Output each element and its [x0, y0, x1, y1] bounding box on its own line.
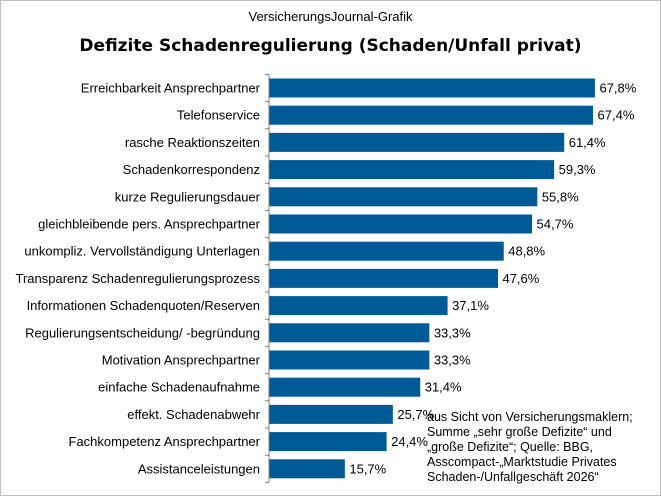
bar: [269, 404, 393, 424]
category-label: Transparenz Schadenregulierungsprozess: [16, 271, 261, 286]
category-label: effekt. Schadenabwehr: [127, 407, 260, 422]
data-label: 67,8%: [599, 81, 636, 96]
category-label: rasche Reaktionszeiten: [125, 135, 260, 150]
category-label: einfache Schadenaufnahme: [98, 380, 260, 395]
data-label: 59,3%: [559, 162, 596, 177]
data-label: 67,4%: [598, 108, 635, 123]
category-label: kurze Regulierungsdauer: [115, 189, 261, 204]
data-label: 24,4%: [391, 434, 428, 449]
chart-source-label: VersicherungsJournal-Grafik: [248, 9, 413, 24]
source-note: aus Sicht von Versicherungsmaklern; Summ…: [427, 410, 659, 485]
bar: [269, 350, 430, 370]
category-label: Schadenkorrespondenz: [123, 162, 260, 177]
data-label: 37,1%: [452, 298, 489, 313]
category-label: Motivation Ansprechpartner: [102, 353, 261, 368]
bar: [269, 268, 498, 288]
data-label: 31,4%: [425, 380, 462, 395]
bar: [269, 187, 538, 207]
data-label: 15,7%: [349, 461, 386, 476]
bar: [269, 105, 594, 125]
category-label: Fachkompetenz Ansprechpartner: [69, 434, 261, 449]
data-label: 47,6%: [502, 271, 539, 286]
bar: [269, 459, 345, 479]
category-label: Regulierungsentscheidung/ -begründung: [25, 325, 260, 340]
source-note-line: aus Sicht von Versicherungsmaklern;: [427, 410, 633, 424]
data-label: 55,8%: [542, 189, 579, 204]
category-label: Telefonservice: [177, 108, 260, 123]
bar: [269, 214, 533, 234]
data-label: 54,7%: [537, 217, 574, 232]
source-note-line: Asscompact-„Marktstudie Privates: [427, 455, 617, 469]
data-label: 61,4%: [569, 135, 606, 150]
data-label: 48,8%: [508, 244, 545, 259]
data-label: 33,3%: [434, 353, 471, 368]
category-label: Informationen Schadenquoten/Reserven: [27, 298, 260, 313]
category-label: Assistanceleistungen: [138, 461, 260, 476]
bar: [269, 377, 421, 397]
source-note-line: „große Defizite“; Quelle: BBG,: [427, 440, 594, 454]
chart-title: Defizite Schadenregulierung (Schaden/Unf…: [79, 36, 582, 56]
data-label: 25,7%: [397, 407, 434, 422]
bar: [269, 78, 595, 98]
bar: [269, 296, 448, 316]
data-label: 33,3%: [434, 325, 471, 340]
bar: [269, 432, 387, 452]
bar: [269, 241, 504, 261]
bar: [269, 323, 430, 343]
source-note-line: Schaden-/Unfallgeschäft 2026“: [427, 470, 599, 484]
category-label: Erreichbarkeit Ansprechpartner: [81, 81, 261, 96]
category-label: unkompliz. Vervollständigung Unterlagen: [24, 244, 260, 259]
bar: [269, 132, 565, 152]
bar: [269, 160, 555, 180]
source-note-line: Summe „sehr große Defizite“ und: [427, 425, 612, 439]
category-label: gleichbleibende pers. Ansprechpartner: [38, 217, 261, 232]
